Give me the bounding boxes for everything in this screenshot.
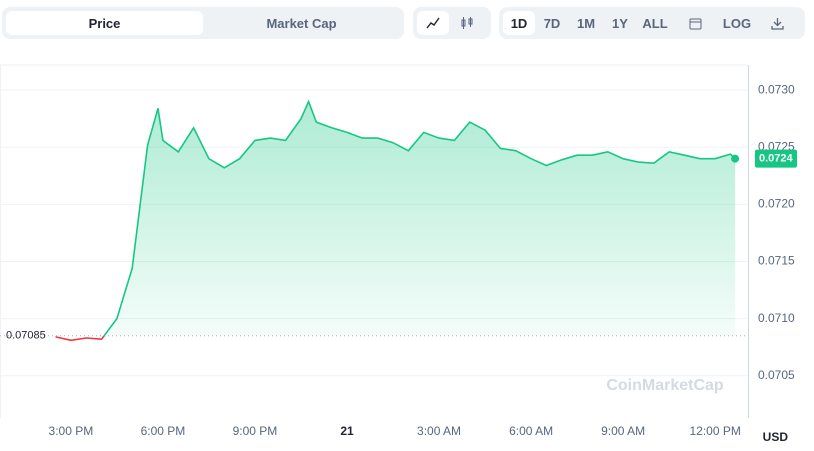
chart-type-group: [413, 7, 491, 39]
x-tick-label: 9:00 AM: [601, 424, 645, 438]
x-tick-label: 3:00 AM: [417, 424, 461, 438]
x-tick-label: 12:00 PM: [689, 424, 740, 438]
range-button[interactable]: 1Y: [612, 15, 628, 31]
range-button[interactable]: ALL: [642, 15, 668, 31]
candle-icon[interactable]: [449, 11, 485, 35]
price-line-down: [55, 335, 106, 342]
y-tick-label: 0.0705: [758, 368, 795, 382]
y-tick-label: 0.0720: [758, 197, 795, 211]
x-tick-label: 9:00 PM: [233, 424, 278, 438]
x-tick-label: 6:00 AM: [509, 424, 553, 438]
log-button[interactable]: LOG: [722, 15, 752, 31]
line-icon[interactable]: [417, 11, 449, 35]
baseline-label: 0.07085: [6, 330, 46, 342]
tab[interactable]: Price: [6, 11, 203, 35]
y-tick-label: 0.0715: [758, 254, 795, 268]
currency-label: USD: [763, 430, 789, 444]
calendar-icon[interactable]: [673, 11, 717, 35]
range-button[interactable]: 1D: [503, 11, 535, 35]
download-icon[interactable]: [757, 11, 797, 35]
x-tick-label: 21: [340, 424, 354, 438]
price-area: [104, 101, 736, 336]
price-badge: [755, 149, 797, 168]
x-tick-label: 6:00 PM: [141, 424, 186, 438]
y-tick-label: 0.0710: [758, 311, 795, 325]
range-group: 1D 7D 1M 1Y ALL LOG: [499, 7, 805, 39]
price-line: [103, 99, 736, 336]
tab[interactable]: Market Cap: [266, 15, 337, 31]
y-tick-label: 0.0725: [758, 139, 795, 153]
tab-group: Price Market Cap: [2, 7, 404, 39]
range-button[interactable]: 1M: [576, 15, 596, 31]
x-tick-label: 3:00 PM: [49, 424, 94, 438]
price-badge-label: 0.0724: [759, 153, 794, 165]
last-point: [731, 154, 740, 163]
y-tick-label: 0.0730: [758, 82, 795, 96]
range-button[interactable]: 7D: [543, 15, 561, 31]
watermark: CoinMarketCap: [606, 377, 724, 394]
